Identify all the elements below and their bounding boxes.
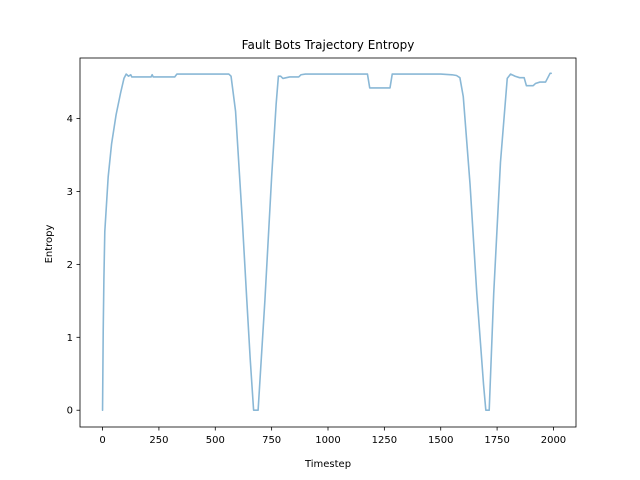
- x-tick-label: 1250: [372, 435, 397, 446]
- x-axis-label: Timestep: [304, 459, 351, 470]
- y-tick-label: 4: [67, 114, 73, 125]
- x-tick-label: 0: [99, 435, 105, 446]
- x-tick-label: 1000: [315, 435, 340, 446]
- plot-area: [101, 72, 553, 412]
- chart-title: Fault Bots Trajectory Entropy: [242, 38, 415, 52]
- x-tick-label: 750: [262, 435, 281, 446]
- y-tick-label: 1: [67, 333, 73, 344]
- x-tick-label: 1500: [428, 435, 453, 446]
- x-tick-label: 500: [206, 435, 225, 446]
- entropy-series-line-0: [101, 72, 553, 412]
- y-tick-label: 0: [67, 406, 73, 417]
- x-tick-label: 2000: [541, 435, 566, 446]
- x-tick-label: 1750: [484, 435, 509, 446]
- axes: 0 250 500 750 1000 1250 1500 1750 2000 0 1 2 3 4: [67, 57, 577, 446]
- y-axis-label: Entropy: [44, 224, 55, 263]
- y-tick-label: 2: [67, 260, 73, 271]
- y-tick-label: 3: [67, 187, 73, 198]
- x-tick-label: 250: [149, 435, 168, 446]
